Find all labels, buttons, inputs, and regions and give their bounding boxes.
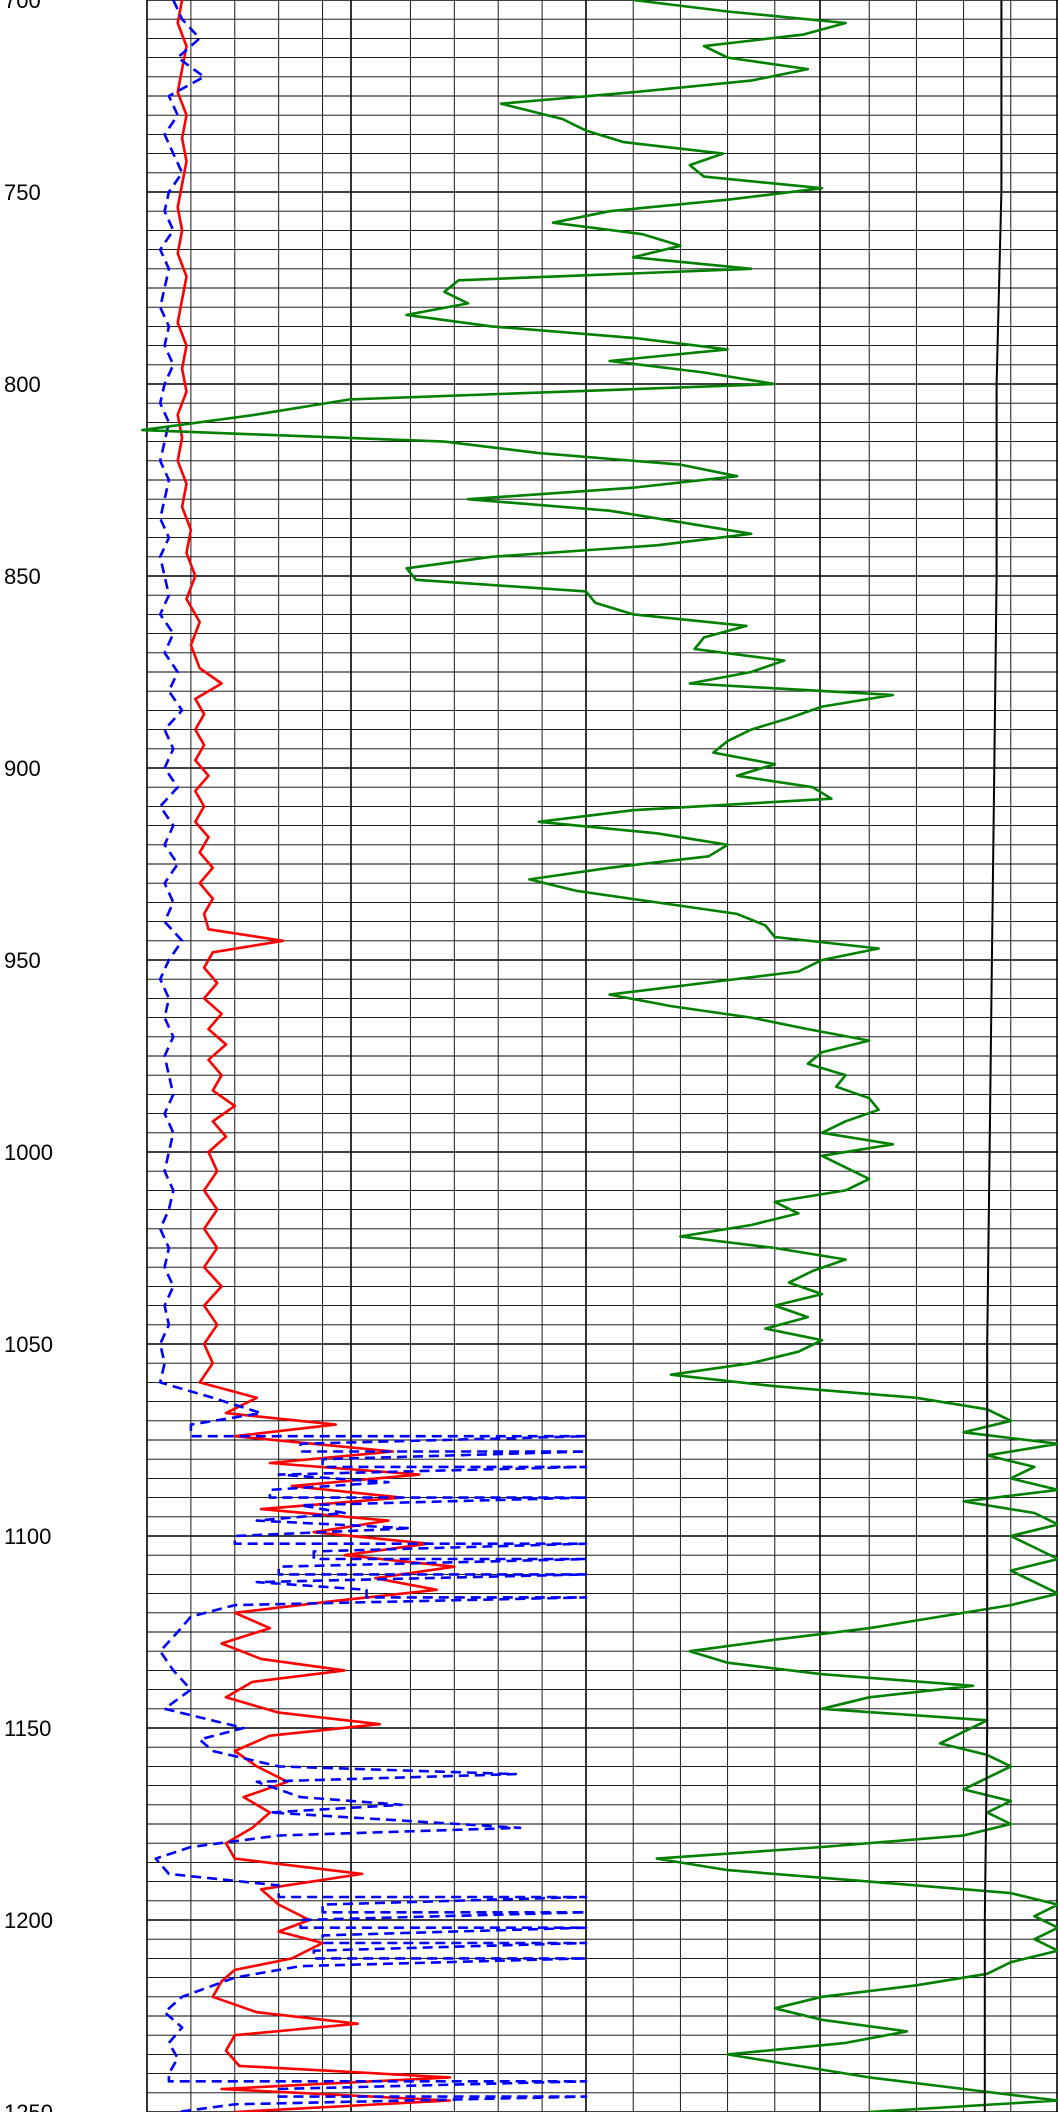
depth-tick-label: 700 (4, 0, 41, 13)
depth-tick-label: 1000 (4, 1140, 53, 1165)
depth-tick-label: 800 (4, 372, 41, 397)
depth-axis-labels: 700 750 800 850 900 950 1000 1050 1100 1150 1200 12… (4, 0, 53, 2112)
major-gridlines (146, 0, 1058, 2112)
depth-tick-label: 1150 (4, 1716, 51, 1741)
red-curve (176, 0, 456, 2112)
blue-curve (154, 0, 588, 2112)
depth-tick-label: 1200 (4, 1908, 53, 1933)
depth-tick-label: 1250 (4, 2100, 53, 2112)
depth-tick-label: 1100 (4, 1524, 51, 1549)
log-curves (141, 0, 1058, 2112)
minor-gridlines (147, 0, 1058, 2112)
depth-tick-label: 850 (4, 564, 41, 589)
depth-tick-label: 750 (4, 180, 41, 205)
depth-tick-label: 900 (4, 756, 41, 781)
green-curve (141, 0, 1058, 2112)
depth-tick-label: 950 (4, 948, 41, 973)
black-curve (983, 0, 1003, 2112)
depth-tick-label: 1050 (4, 1332, 53, 1357)
